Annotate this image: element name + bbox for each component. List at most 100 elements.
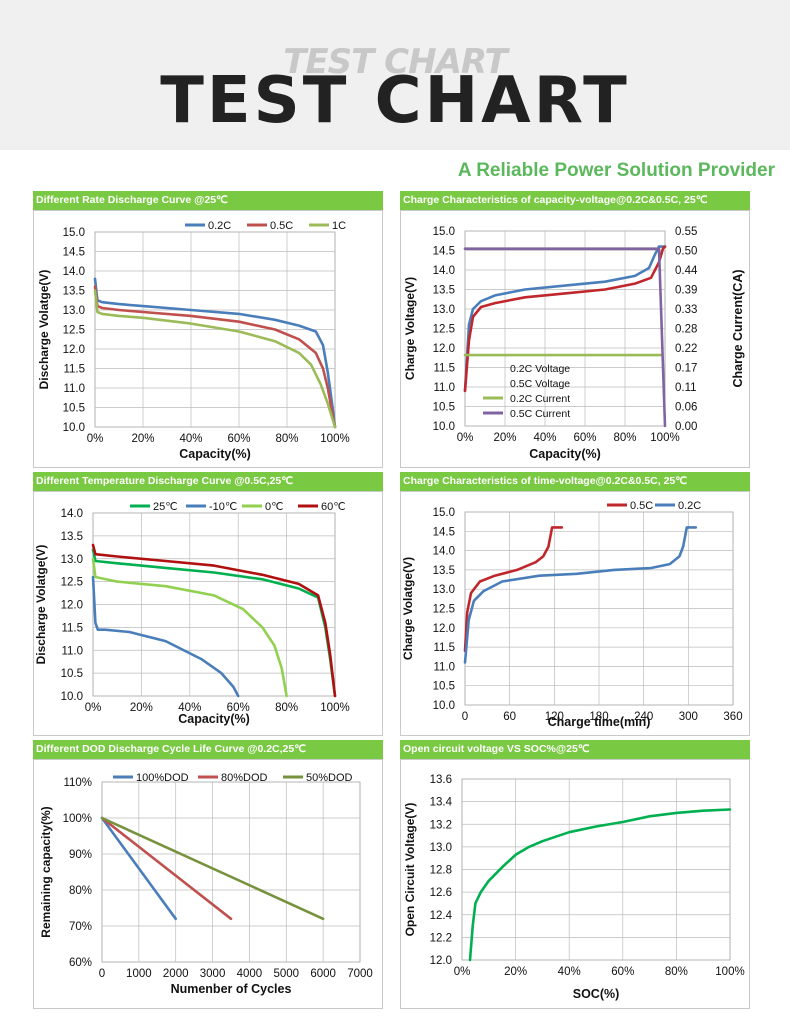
chart-1-title: Different Rate Discharge Curve @25℃ [33, 191, 383, 210]
chart-6-x-tick-label: 80% [665, 966, 688, 978]
chart-6-panel [400, 759, 750, 1009]
chart-2-y2-tick-label: 0.33 [675, 304, 697, 316]
chart-2-y2-tick-label: 0.22 [675, 343, 697, 355]
chart-4-y-tick-label: 10.0 [433, 700, 455, 712]
chart-2-y2-tick-label: 0.44 [675, 265, 698, 277]
chart-5-x-tick-label: 2000 [163, 968, 189, 980]
chart-2-y2-tick-label: 0.06 [675, 402, 697, 414]
chart-2-y2-axis-label: Charge Current(CA) [731, 269, 745, 387]
chart-2-y-tick-label: 10.5 [433, 402, 455, 414]
chart-1-series-line-2 [93, 285, 337, 429]
chart-1-y-tick-label: 13.0 [63, 305, 85, 317]
chart-6-title: Open circuit voltage VS SOC%@25℃ [400, 740, 750, 759]
ghost-title: TEST CHART [283, 42, 508, 82]
chart-2-y-tick-label: 13.5 [433, 285, 455, 297]
chart-5-legend-label: 50%DOD [306, 772, 353, 784]
chart-3-y-axis-label: Discharge Volatge(V) [34, 545, 48, 665]
chart-4-x-tick-label: 300 [679, 711, 698, 723]
chart-5-legend-label: 80%DOD [221, 772, 268, 784]
chart-2-x-tick-label: 60% [573, 432, 596, 444]
chart-5-x-tick-label: 0 [99, 968, 105, 980]
chart-2-x-tick-label: 80% [613, 432, 636, 444]
chart-2-y2-tick-label: 0.17 [675, 363, 697, 375]
chart-6-y-tick-label: 12.6 [430, 887, 452, 899]
chart-2-legend-label: 0.5C Voltage [510, 378, 570, 390]
chart-6-y-tick-label: 12.8 [430, 865, 452, 877]
chart-2-legend-label: 0.2C Current [510, 393, 570, 405]
chart-2-y-tick-label: 12.0 [433, 343, 455, 355]
chart-2-y-tick-label: 14.5 [433, 246, 455, 258]
chart-1-y-tick-label: 11.5 [63, 364, 85, 376]
chart-5-panel [33, 759, 383, 1009]
chart-6-y-tick-label: 12.0 [430, 955, 452, 967]
chart-2-x-tick-label: 40% [533, 432, 556, 444]
chart-2-x-tick-label: 0% [457, 432, 474, 444]
chart-1-legend-label: 0.5C [270, 220, 293, 232]
chart-4-x-tick-label: 120 [545, 711, 564, 723]
chart-1-panel [33, 210, 383, 468]
chart-3-series-line-1 [91, 548, 337, 698]
chart-1-x-tick-label: 40% [179, 433, 202, 445]
chart-3-legend-label: -10℃ [209, 501, 237, 513]
chart-5-y-tick-label: 90% [69, 849, 92, 861]
chart-2-y-tick-label: 10.0 [433, 421, 455, 433]
chart-2-series-line-1 [463, 245, 667, 393]
chart-6-x-tick-label: 100% [715, 966, 744, 978]
chart-4-y-tick-label: 13.5 [433, 565, 455, 577]
chart-5-series-line-1 [100, 816, 177, 921]
chart-3-series-line-3 [91, 557, 288, 698]
chart-3-x-axis-label: Capacity(%) [178, 712, 250, 726]
header-band: TEST CHART TEST CHART [0, 0, 790, 150]
chart-4-x-tick-label: 60 [503, 711, 516, 723]
chart-2-series-line-4 [463, 247, 667, 428]
chart-4-y-tick-label: 14.0 [433, 546, 455, 558]
chart-5-x-axis-label: Numenber of Cycles [171, 982, 292, 996]
chart-4-x-tick-label: 240 [634, 711, 653, 723]
tagline: A Reliable Power Solution Provider [457, 160, 775, 181]
chart-4-y-tick-label: 11.0 [433, 661, 455, 673]
chart-5-x-tick-label: 6000 [310, 968, 336, 980]
chart-3-series-line-2 [91, 575, 240, 698]
chart-1-x-tick-label: 100% [320, 433, 349, 445]
chart-2-title: Charge Characteristics of capacity-volta… [400, 191, 750, 210]
chart-4-y-tick-label: 14.5 [433, 526, 455, 538]
chart-3-x-tick-label: 60% [227, 702, 250, 714]
chart-5-series-line-2 [100, 816, 233, 921]
chart-1-y-tick-label: 11.0 [63, 383, 85, 395]
chart-1-legend-label: 0.2C [208, 220, 231, 232]
chart-6-y-tick-label: 13.4 [430, 797, 453, 809]
chart-5-x-tick-label: 1000 [126, 968, 152, 980]
chart-5-x-tick-label: 3000 [200, 968, 226, 980]
chart-1-x-tick-label: 80% [275, 433, 298, 445]
chart-2-y2-tick-label: 0.11 [675, 382, 697, 394]
chart-2-y2-tick-label: 0.00 [675, 421, 697, 433]
chart-3-x-tick-label: 40% [178, 702, 201, 714]
chart-3-y-tick-label: 10.0 [61, 691, 83, 703]
chart-4-legend-label: 0.5C [630, 500, 653, 512]
chart-4-x-tick-label: 0 [462, 711, 468, 723]
chart-6-y-tick-label: 13.2 [430, 819, 452, 831]
chart-3-y-tick-label: 12.5 [61, 577, 83, 589]
chart-1-y-tick-label: 12.0 [63, 344, 85, 356]
chart-1-y-tick-label: 10.5 [63, 403, 85, 415]
chart-6-y-tick-label: 13.0 [430, 842, 452, 854]
chart-4-y-tick-label: 12.0 [433, 623, 455, 635]
chart-4-series-line-1 [463, 526, 564, 653]
chart-1-series-line-3 [93, 289, 337, 429]
chart-2-x-tick-label: 20% [493, 432, 516, 444]
chart-6-series-line-1 [468, 808, 732, 962]
chart-5-y-tick-label: 110% [63, 777, 92, 789]
chart-3-y-tick-label: 10.5 [61, 668, 83, 680]
chart-2-y-tick-label: 14.0 [433, 265, 455, 277]
chart-3-legend-label: 60℃ [321, 501, 346, 513]
chart-3-x-tick-label: 0% [85, 702, 102, 714]
chart-5-y-axis-label: Remaining capacity(%) [39, 806, 53, 937]
chart-5-legend-label: 100%DOD [136, 772, 189, 784]
chart-6-y-tick-label: 13.6 [430, 774, 452, 786]
chart-1-y-tick-label: 10.0 [63, 422, 85, 434]
chart-5-x-tick-label: 7000 [347, 968, 373, 980]
chart-3-y-tick-label: 13.5 [61, 531, 83, 543]
chart-6-x-tick-label: 60% [611, 966, 634, 978]
chart-4-y-axis-label: Charge Volatge(V) [401, 557, 415, 660]
